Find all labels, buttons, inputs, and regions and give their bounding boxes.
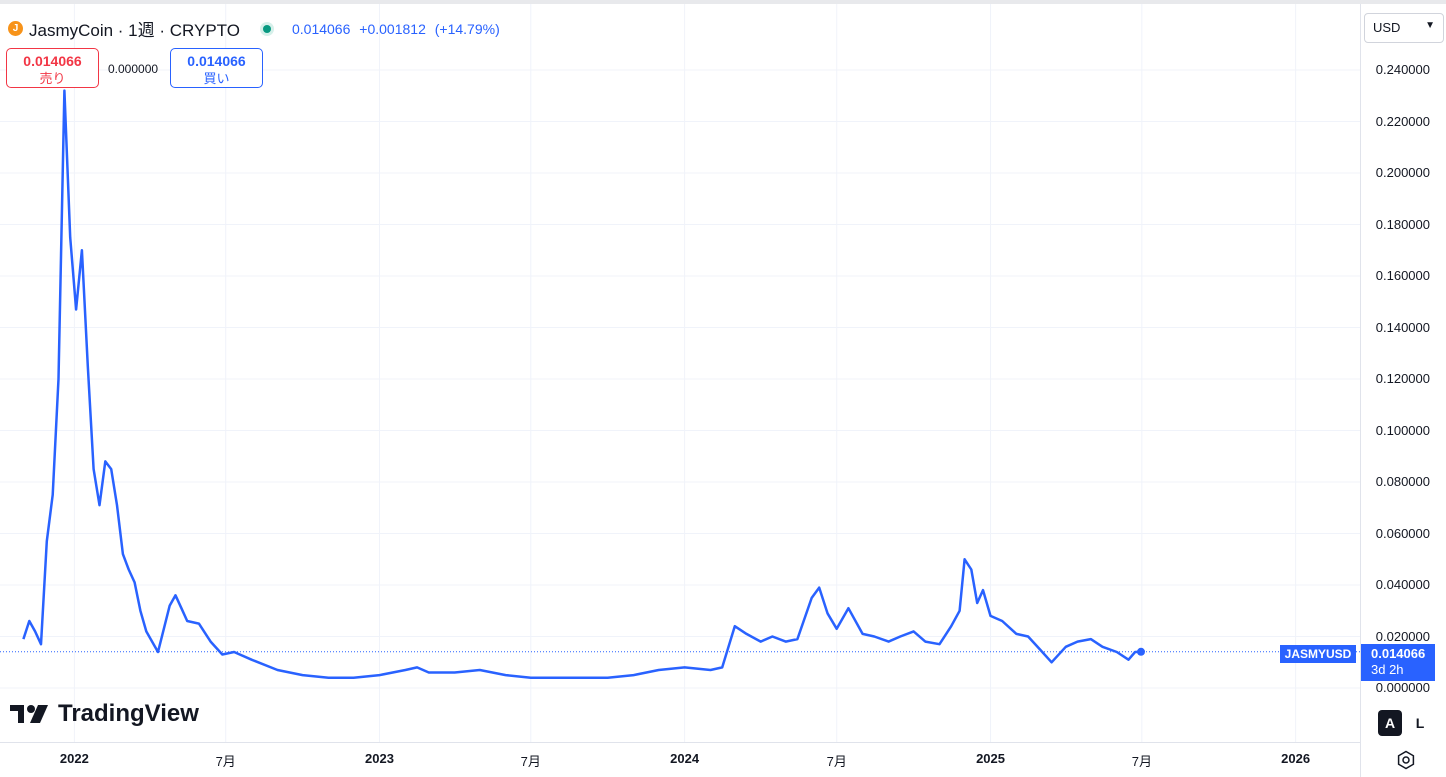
x-tick-label: 7月 [1131,754,1152,769]
y-tick-label: 0.240000 [1375,62,1430,77]
symbol-title[interactable]: JasmyCoin · 1週 · CRYPTO [29,21,240,40]
y-tick-label: 0.220000 [1375,113,1430,129]
x-tick-label: 2024 [670,751,700,766]
x-tick-label: 7月 [520,754,541,769]
bar-countdown: 3d 2h [1371,662,1404,677]
y-tick-label: 0.000000 [1375,680,1430,695]
y-tick-label: 0.020000 [1375,628,1430,644]
y-tick-label: 0.080000 [1375,474,1430,489]
sell-price: 0.014066 [23,53,82,69]
last-point-marker [1136,647,1145,656]
sell-label: 売り [39,71,66,86]
buy-label: 買い [203,71,230,86]
x-tick-label: 2026 [1281,751,1311,766]
jasmycoin-logo-icon: J [8,21,23,36]
x-tick-label: 7月 [215,754,236,769]
y-tick-label: 0.040000 [1375,577,1430,592]
tradingview-logo-icon [10,705,48,723]
legend-values: 0.014066 +0.001812 (+14.79%) [292,21,505,37]
time-axis-divider [0,742,1360,743]
currency-value: USD [1373,20,1401,35]
price-axis-divider [1360,4,1361,777]
price-chart[interactable] [0,4,1360,742]
tradingview-logo[interactable]: TradingView [10,700,199,728]
currency-select[interactable]: USD ▼ [1364,13,1444,43]
sell-button[interactable]: 0.014066 売り [6,48,99,88]
y-tick-label: 0.200000 [1375,165,1430,180]
symbol-tag: JASMYUSD [1280,645,1356,663]
price-series-line[interactable] [22,89,1142,679]
chevron-down-icon: ▼ [1425,20,1435,31]
x-tick-label: 2023 [365,751,394,766]
legend-change-pct: (+14.79%) [434,20,500,37]
x-tick-label: 2022 [59,751,89,766]
market-status-icon[interactable] [259,21,274,36]
top-border [0,0,1446,4]
auto-scale-button[interactable]: A [1378,710,1402,736]
y-tick-label: 0.140000 [1375,319,1430,335]
brand-name: TradingView [58,700,199,727]
chart-legend: J JasmyCoin · 1週 · CRYPTO 0.014066 +0.00… [8,16,505,41]
last-price-tag: 0.014066 3d 2h [1361,644,1435,681]
last-price-value: 0.014066 [1371,646,1426,661]
legend-change: +0.001812 [359,20,426,37]
log-scale-button[interactable]: L [1408,710,1432,736]
legend-last-price: 0.014066 [291,20,351,37]
spread-value: 0.000000 [108,62,159,76]
y-tick-label: 0.160000 [1375,268,1430,283]
buy-price: 0.014066 [187,53,246,69]
plot-area[interactable] [0,4,1360,742]
gear-icon[interactable] [1396,750,1416,770]
y-tick-label: 0.120000 [1375,371,1430,386]
y-tick-label: 0.100000 [1375,422,1430,438]
x-tick-label: 7月 [826,754,847,769]
x-tick-label: 2025 [976,751,1005,766]
y-tick-label: 0.060000 [1375,525,1430,541]
buy-button[interactable]: 0.014066 買い [170,48,263,88]
y-tick-label: 0.180000 [1375,216,1430,232]
